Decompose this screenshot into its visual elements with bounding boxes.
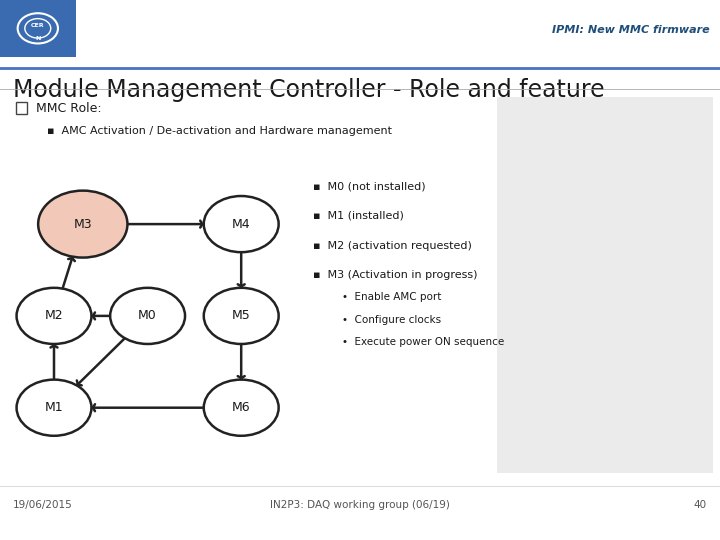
Text: CER: CER xyxy=(31,23,45,28)
Text: IN2P3: DAQ working group (06/19): IN2P3: DAQ working group (06/19) xyxy=(270,500,450,510)
Text: ▪  M1 (installed): ▪ M1 (installed) xyxy=(313,211,404,221)
Circle shape xyxy=(204,380,279,436)
Circle shape xyxy=(204,196,279,252)
Text: M0: M0 xyxy=(138,309,157,322)
Bar xyxy=(497,97,713,472)
Text: N: N xyxy=(35,36,40,40)
Text: 19/06/2015: 19/06/2015 xyxy=(13,500,73,510)
Bar xyxy=(0,0,76,57)
Text: Module Management Controller - Role and feature: Module Management Controller - Role and … xyxy=(13,78,605,102)
Text: ▪  AMC Activation / De-activation and Hardware management: ▪ AMC Activation / De-activation and Har… xyxy=(47,126,392,136)
Text: M2: M2 xyxy=(45,309,63,322)
Text: ▪  M2 (activation requested): ▪ M2 (activation requested) xyxy=(313,241,472,251)
Bar xyxy=(16,102,27,114)
Text: M6: M6 xyxy=(232,401,251,414)
Text: M1: M1 xyxy=(45,401,63,414)
Text: IPMI: New MMC firmware: IPMI: New MMC firmware xyxy=(552,25,709,36)
Circle shape xyxy=(17,380,91,436)
Text: •  Execute power ON sequence: • Execute power ON sequence xyxy=(342,338,504,347)
Text: M5: M5 xyxy=(232,309,251,322)
Circle shape xyxy=(110,288,185,344)
Text: 40: 40 xyxy=(694,500,707,510)
Text: M4: M4 xyxy=(232,218,251,231)
Bar xyxy=(0,0,720,68)
Text: M3: M3 xyxy=(73,218,92,231)
Text: •  Enable AMC port: • Enable AMC port xyxy=(342,292,441,302)
Text: ▪  M3 (Activation in progress): ▪ M3 (Activation in progress) xyxy=(313,271,477,280)
Text: •  Configure clocks: • Configure clocks xyxy=(342,315,441,325)
Text: ▪  M0 (not installed): ▪ M0 (not installed) xyxy=(313,181,426,191)
Circle shape xyxy=(204,288,279,344)
Circle shape xyxy=(38,191,127,258)
Text: MMC Role:: MMC Role: xyxy=(36,102,102,114)
Circle shape xyxy=(17,288,91,344)
